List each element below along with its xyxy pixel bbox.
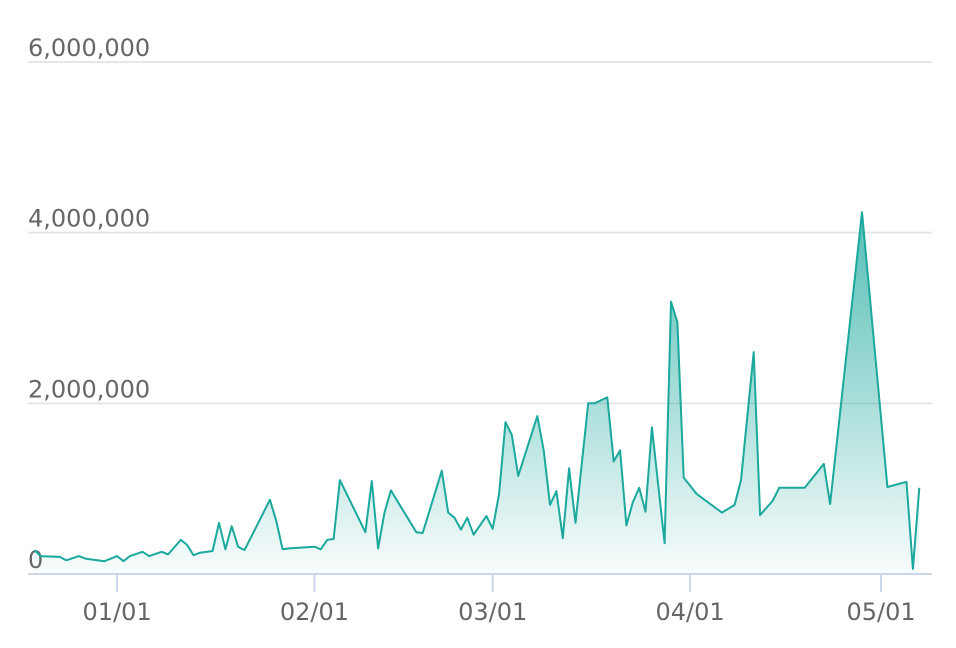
y-tick-label: 6,000,000 bbox=[28, 34, 150, 62]
x-tick-label: 04/01 bbox=[655, 598, 724, 626]
x-tick-label: 05/01 bbox=[846, 598, 915, 626]
line bbox=[33, 211, 921, 570]
x-tick-label: 01/01 bbox=[83, 598, 152, 626]
x-tick-label: 02/01 bbox=[280, 598, 349, 626]
y-tick-label: 4,000,000 bbox=[28, 205, 150, 233]
y-tick-label: 2,000,000 bbox=[28, 375, 150, 403]
area-fill bbox=[34, 212, 920, 574]
x-tick-label: 03/01 bbox=[458, 598, 527, 626]
